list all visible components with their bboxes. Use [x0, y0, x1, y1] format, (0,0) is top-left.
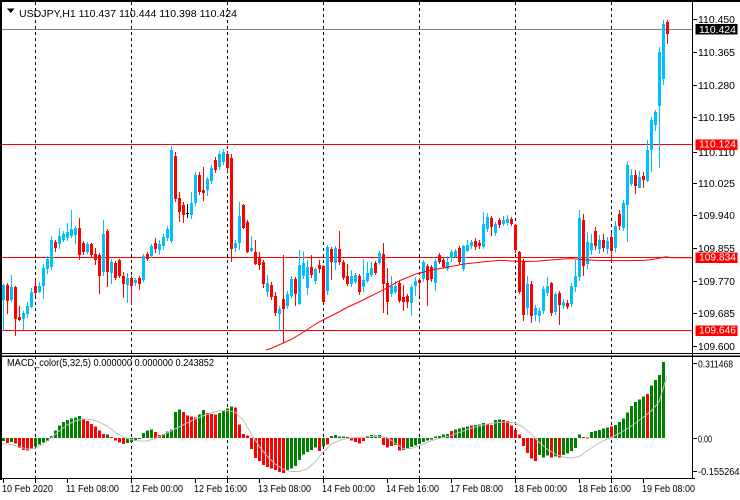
- svg-text:19 Feb 08:00: 19 Feb 08:00: [642, 484, 695, 495]
- svg-text:13 Feb 08:00: 13 Feb 08:00: [258, 484, 311, 495]
- svg-text:109.685: 109.685: [698, 309, 735, 320]
- svg-text:110.110: 110.110: [698, 148, 735, 159]
- svg-text:109.855: 109.855: [698, 244, 735, 255]
- svg-text:-0.155264: -0.155264: [698, 467, 740, 478]
- svg-text:110.280: 110.280: [698, 81, 735, 92]
- svg-text:0.00: 0.00: [698, 435, 712, 446]
- svg-text:14 Feb 16:00: 14 Feb 16:00: [386, 484, 439, 495]
- svg-text:109.940: 109.940: [698, 211, 735, 222]
- svg-text:110.195: 110.195: [698, 113, 735, 124]
- svg-text:12 Feb 16:00: 12 Feb 16:00: [194, 484, 247, 495]
- svg-text:10 Feb 2020: 10 Feb 2020: [2, 484, 53, 495]
- svg-text:USDJPY,H1 110.437 110.444 110: USDJPY,H1 110.437 110.444 110.398 110.42…: [19, 9, 237, 20]
- svg-text:110.124: 110.124: [699, 140, 736, 151]
- svg-text:11 Feb 08:00: 11 Feb 08:00: [66, 484, 119, 495]
- svg-text:109.770: 109.770: [698, 277, 735, 288]
- svg-text:110.025: 110.025: [698, 179, 735, 190]
- svg-text:109.834: 109.834: [699, 253, 736, 264]
- svg-text:109.646: 109.646: [699, 326, 736, 337]
- svg-text:110.424: 110.424: [699, 25, 736, 36]
- svg-text:12 Feb 00:00: 12 Feb 00:00: [130, 484, 183, 495]
- svg-text:18 Feb 16:00: 18 Feb 16:00: [578, 484, 631, 495]
- svg-text:17 Feb 08:00: 17 Feb 08:00: [450, 484, 503, 495]
- svg-text:18 Feb 00:00: 18 Feb 00:00: [514, 484, 567, 495]
- svg-text:109.600: 109.600: [698, 342, 735, 353]
- svg-text:14 Feb 00:00: 14 Feb 00:00: [322, 484, 375, 495]
- svg-text:110.365: 110.365: [698, 48, 735, 59]
- svg-text:MACD_color(5,32,5) 0.000000 0.: MACD_color(5,32,5) 0.000000 0.000000 0.2…: [7, 358, 214, 369]
- svg-text:110.450: 110.450: [698, 15, 735, 26]
- svg-text:0.311468: 0.311468: [698, 360, 733, 371]
